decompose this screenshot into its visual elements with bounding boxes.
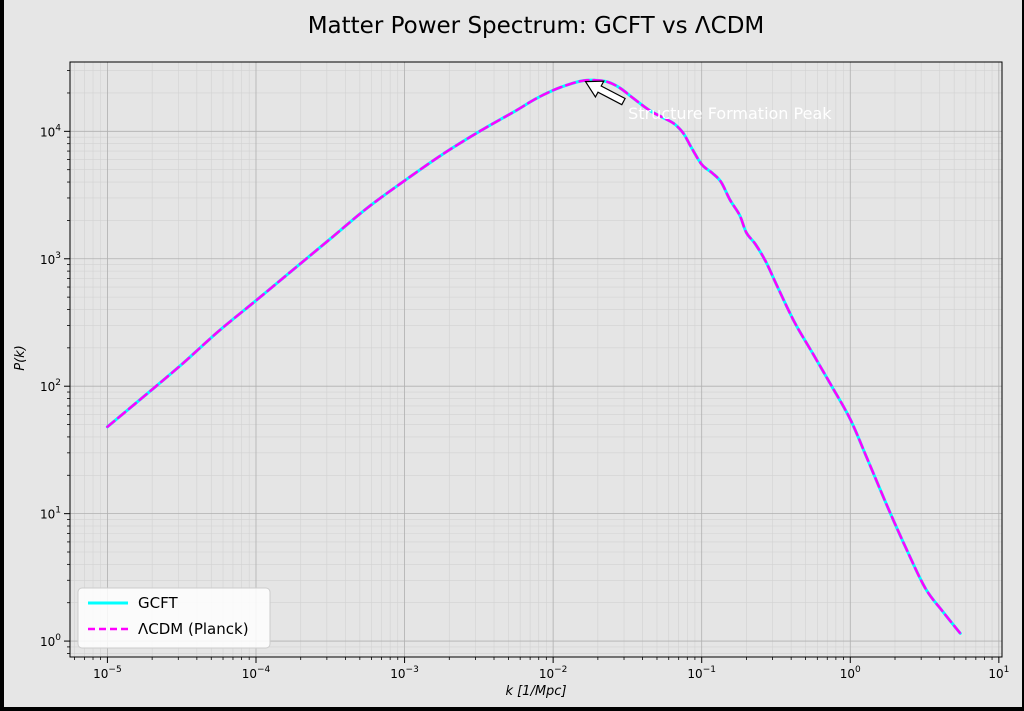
y-tick-label: 102	[40, 378, 61, 394]
series-layer	[105, 78, 962, 635]
x-tick-label: 101	[988, 665, 1009, 681]
y-tick-label: 100	[40, 633, 61, 649]
legend: GCFT ΛCDM (Planck)	[77, 587, 271, 649]
legend-label-gcft: GCFT	[138, 594, 178, 612]
annotation-arrow	[584, 80, 626, 106]
annotation-label: Structure Formation Peak	[628, 104, 832, 123]
x-tick-label: 10−3	[390, 665, 419, 681]
x-axis-label: k [1/Mpc]	[505, 684, 566, 699]
y-tick-label: 104	[40, 123, 61, 139]
power-spectrum-chart: Matter Power Spectrum: GCFT vs ΛCDM 10−5…	[13, 13, 1009, 699]
minor-grid	[70, 62, 1002, 657]
series-line-lcdm	[106, 78, 962, 635]
plot-frame	[69, 61, 1003, 658]
legend-label-lcdm: ΛCDM (Planck)	[138, 620, 249, 638]
x-tick-label: 100	[840, 665, 861, 681]
x-tick-label: 10−2	[539, 665, 568, 681]
annotation-layer: Structure Formation Peak	[584, 80, 832, 123]
x-tick-label: 10−5	[93, 665, 122, 681]
x-tick-label: 10−1	[687, 665, 716, 681]
y-axis-label: P(k)	[13, 345, 28, 371]
y-tick-label: 103	[40, 251, 61, 267]
x-tick-label: 10−4	[242, 665, 271, 681]
plot-area	[70, 62, 1002, 657]
axis-ticks: 10−5 10−4 10−3 10−2 10−1 100 101 100 101 102 103 10…	[40, 70, 1009, 681]
chart-figure: Matter Power Spectrum: GCFT vs ΛCDM 10−5…	[4, 0, 1022, 707]
chart-title: Matter Power Spectrum: GCFT vs ΛCDM	[308, 13, 765, 39]
y-tick-label: 101	[40, 506, 61, 522]
